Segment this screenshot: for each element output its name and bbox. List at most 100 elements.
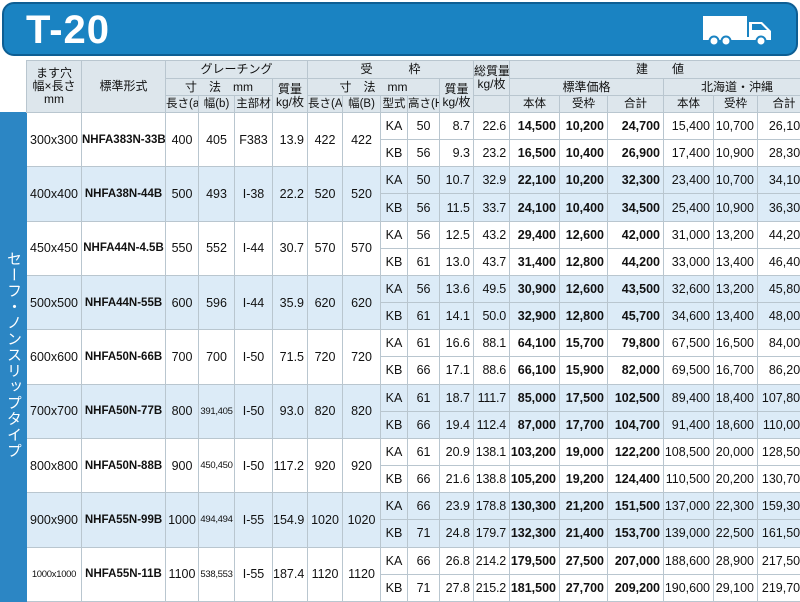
hk-body-price-cell: 91,400 xyxy=(663,410,715,439)
frame-height-cell: 61 xyxy=(407,247,441,276)
std-sum-price-cell: 34,500 xyxy=(607,193,665,222)
size-cell: 400x400 xyxy=(26,166,82,222)
hk-sum-price-cell: 217,500 xyxy=(757,546,800,575)
frame-height-cell: 56 xyxy=(407,220,441,249)
std-sum-price-cell: 207,000 xyxy=(607,546,665,575)
std-sum-price-cell: 102,500 xyxy=(607,383,665,412)
size-cell: 900x900 xyxy=(26,492,82,548)
table-row: KB 71 27.8 215.2 181,500 27,700 209,200 190,600… xyxy=(1,573,800,602)
frame-type-cell: KA xyxy=(380,546,409,575)
grating-weight-cell: 71.5 xyxy=(271,329,309,385)
total-weight-cell: 138.1 xyxy=(473,437,511,467)
frame-width-cell: 570 xyxy=(342,220,382,276)
frame-length-cell: 720 xyxy=(307,329,344,385)
frame-weight-cell: 12.5 xyxy=(439,220,475,249)
frame-length-cell: 920 xyxy=(307,437,344,494)
std-body-price-cell: 130,300 xyxy=(509,492,561,521)
frame-header: 受 枠 xyxy=(307,60,475,79)
std-frame-price-cell: 15,700 xyxy=(559,329,609,358)
hk-body-price-cell: 25,400 xyxy=(663,193,715,222)
total-weight-cell: 22.6 xyxy=(473,111,511,141)
model-header: 標準形式 xyxy=(81,60,166,113)
grating-main-cell: I-50 xyxy=(234,329,273,385)
frame-height-cell: 56 xyxy=(407,274,441,304)
frame-type-cell: KB xyxy=(380,465,409,494)
total-weight-cell: 32.9 xyxy=(473,166,511,195)
table-row: 450x450 NHFA44N-4.5B 550 552 I-44 30.7 570 570 K… xyxy=(1,220,800,276)
hk-sum-price-cell: 128,500 xyxy=(757,437,800,467)
model-cell: NHFA44N-55B xyxy=(81,274,166,331)
total-weight-cell: 138.8 xyxy=(473,465,511,494)
std-body-header: 本体 xyxy=(509,95,561,113)
std-sum-price-cell: 122,200 xyxy=(607,437,665,467)
frame-weight-cell: 21.6 xyxy=(439,465,475,494)
hk-frame-price-cell: 18,400 xyxy=(713,383,759,412)
frame-length-cell: 422 xyxy=(307,111,344,168)
model-cell: NHFA50N-77B xyxy=(81,383,166,439)
grating-width-cell: 552 xyxy=(198,220,235,276)
frame-height-cell: 61 xyxy=(407,383,441,412)
hk-frame-price-cell: 18,600 xyxy=(713,410,759,439)
table-row: セーフ・ノンスリップタイプ 300x300 NHFA383N-33B 400 405 F3… xyxy=(0,111,800,602)
model-cell: NHFA44N-4.5B xyxy=(81,220,166,276)
grating-main-cell: I-38 xyxy=(234,166,273,222)
title-banner: T-20 xyxy=(2,2,798,56)
hk-sum-price-cell: 48,000 xyxy=(757,302,800,331)
page-title: T-20 xyxy=(26,8,111,52)
std-sum-price-cell: 45,700 xyxy=(607,302,665,331)
frame-height-cell: 66 xyxy=(407,546,441,575)
frame-weight-header: 質量 kg/枚 xyxy=(439,78,475,113)
hk-sum-price-cell: 26,100 xyxy=(757,111,800,141)
grating-weight-cell: 22.2 xyxy=(271,166,309,222)
hk-frame-price-cell: 20,000 xyxy=(713,437,759,467)
table-row: KB 61 13.0 43.7 31,400 12,800 44,200 33,000 13,4… xyxy=(1,247,800,276)
frame-height-cell: 61 xyxy=(407,437,441,467)
grating-weight-cell: 154.9 xyxy=(271,492,309,548)
grating-main-header: 主部材 xyxy=(234,95,273,113)
hk-sum-price-cell: 36,300 xyxy=(757,193,800,222)
grating-width-cell: 494,494 xyxy=(198,492,235,548)
frame-height-cell: 71 xyxy=(407,573,441,602)
std-body-price-cell: 14,500 xyxy=(509,111,561,141)
grating-main-cell: I-55 xyxy=(234,492,273,548)
std-body-price-cell: 29,400 xyxy=(509,220,561,249)
frame-type-cell: KB xyxy=(380,302,409,331)
grating-weight-cell: 187.4 xyxy=(271,546,309,602)
hk-sum-price-cell: 161,500 xyxy=(757,519,800,548)
model-cell: NHFA38N-44B xyxy=(81,166,166,222)
spec-price-table: ます穴 幅×長さ mm 標準形式 グレーチング 受 枠 総質量 kg/枚 建 値 寸 … xyxy=(0,60,800,602)
frame-length-cell: 570 xyxy=(307,220,344,276)
hk-body-price-cell: 89,400 xyxy=(663,383,715,412)
total-weight-cell: 214.2 xyxy=(473,546,511,575)
frame-type-cell: KA xyxy=(380,166,409,195)
table-row: KB 56 11.5 33.7 24,100 10,400 34,500 25,400 10,9… xyxy=(1,193,800,222)
std-frame-header: 受枠 xyxy=(559,95,609,113)
frame-type-cell: KA xyxy=(380,492,409,521)
grating-main-cell: F383 xyxy=(234,111,273,168)
grating-main-cell: I-55 xyxy=(234,546,273,602)
hk-sum-price-cell: 107,800 xyxy=(757,383,800,412)
table-row: 600x600 NHFA50N-66B 700 700 I-50 71.5 720 720 KA… xyxy=(1,329,800,385)
frame-length-cell: 620 xyxy=(307,274,344,331)
frame-width-cell: 620 xyxy=(342,274,382,331)
frame-weight-cell: 26.8 xyxy=(439,546,475,575)
std-frame-price-cell: 21,200 xyxy=(559,492,609,521)
grating-weight-cell: 117.2 xyxy=(271,437,309,494)
std-frame-price-cell: 12,600 xyxy=(559,220,609,249)
table-row: KB 71 24.8 179.7 132,300 21,400 153,700 139,000… xyxy=(1,519,800,548)
hk-frame-price-cell: 22,500 xyxy=(713,519,759,548)
table-row: 500x500 NHFA44N-55B 600 596 I-44 35.9 620 620 KA… xyxy=(1,274,800,331)
hk-body-price-cell: 17,400 xyxy=(663,139,715,168)
frame-type-cell: KA xyxy=(380,437,409,467)
frame-weight-cell: 17.1 xyxy=(439,356,475,385)
grating-length-cell: 1100 xyxy=(165,546,199,602)
frame-height-cell: 66 xyxy=(407,410,441,439)
size-cell: 500x500 xyxy=(26,274,82,331)
frame-height-cell: 66 xyxy=(407,356,441,385)
frame-weight-cell: 16.6 xyxy=(439,329,475,358)
std-frame-price-cell: 12,600 xyxy=(559,274,609,304)
frame-height-cell: 71 xyxy=(407,519,441,548)
hk-body-price-cell: 67,500 xyxy=(663,329,715,358)
size-cell: 300x300 xyxy=(26,111,82,168)
table-row: 800x800 NHFA50N-88B 900 450,450 I-50 117.2 920… xyxy=(1,437,800,494)
